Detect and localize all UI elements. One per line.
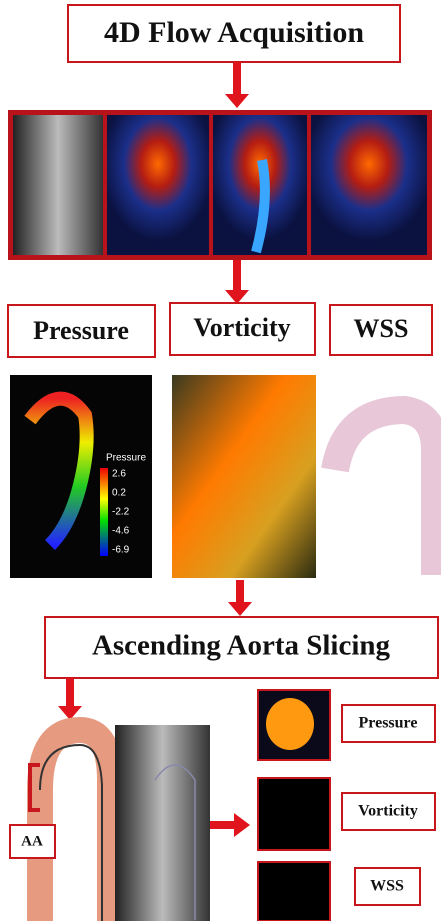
flow-image <box>107 115 209 255</box>
colorbar-tick: -6.9 <box>112 545 130 556</box>
arrow <box>225 260 249 304</box>
colorbar <box>100 468 108 556</box>
arrow <box>210 813 250 837</box>
region-label: AA <box>21 833 43 849</box>
colorbar-title: Pressure <box>106 453 146 464</box>
colorbar-tick: 0.2 <box>112 488 126 499</box>
figure: 4D Flow Acquisition Pressure Vorticity W… <box>0 0 441 921</box>
arrow <box>228 580 252 616</box>
wss-slice <box>258 862 330 921</box>
colorbar-tick: -2.2 <box>112 507 130 518</box>
arrow <box>225 62 249 108</box>
arrow <box>58 678 82 720</box>
metric-label: WSS <box>354 314 409 343</box>
colorbar-tick: 2.6 <box>112 469 126 480</box>
metric-label: Pressure <box>33 316 129 345</box>
pressure-blob <box>266 698 314 750</box>
mri-image <box>13 115 103 255</box>
output-label: WSS <box>370 878 404 895</box>
output-label: Vorticity <box>358 803 418 820</box>
vorticity-slice <box>258 778 330 850</box>
section-title: Ascending Aorta Slicing <box>92 630 391 662</box>
metric-label: Vorticity <box>193 313 290 342</box>
colorbar-tick: -4.6 <box>112 526 130 537</box>
title: 4D Flow Acquisition <box>104 16 364 49</box>
flow-image <box>311 115 427 255</box>
vorticity-image <box>172 375 316 578</box>
output-label: Pressure <box>359 715 418 732</box>
